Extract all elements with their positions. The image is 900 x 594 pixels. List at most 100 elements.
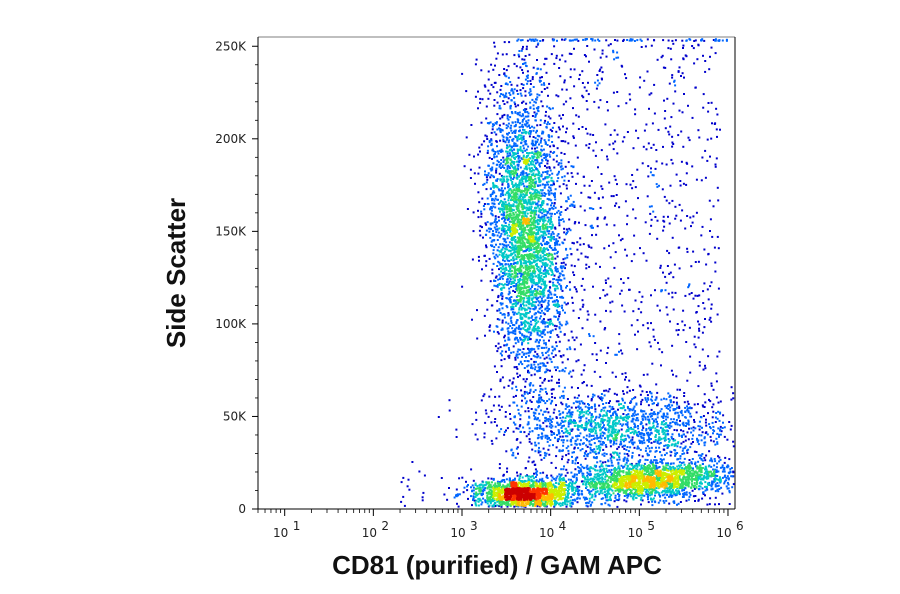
event-dot: [727, 483, 730, 486]
event-dot: [557, 177, 560, 180]
event-dot: [552, 205, 555, 207]
event-dot: [714, 416, 717, 419]
event-dot: [617, 105, 620, 108]
event-dot: [534, 213, 537, 216]
event-dot: [578, 493, 581, 496]
event-dot: [588, 406, 591, 409]
event-dot: [680, 464, 683, 467]
event-dot: [555, 345, 558, 348]
event-dot: [550, 215, 553, 218]
event-dot: [722, 414, 725, 417]
event-dot: [503, 159, 506, 162]
event-dot: [551, 396, 554, 399]
event-dot: [663, 220, 666, 223]
event-dot: [681, 496, 684, 498]
event-dot: [562, 416, 564, 419]
event-dot: [520, 125, 523, 128]
event-dot: [709, 400, 712, 403]
event-dot: [485, 135, 488, 138]
event-dot: [448, 409, 451, 412]
event-dot: [558, 212, 561, 215]
event-dot: [494, 345, 497, 348]
event-dot: [552, 207, 555, 210]
event-dot: [654, 167, 657, 170]
event-dot: [647, 435, 650, 438]
event-dot: [633, 441, 636, 444]
event-dot: [721, 466, 724, 469]
event-dot: [495, 179, 498, 182]
event-dot: [514, 136, 517, 139]
event-dot: [612, 421, 614, 424]
event-dot: [538, 478, 541, 481]
event-dot: [632, 208, 635, 211]
event-dot: [577, 258, 580, 261]
event-dot: [559, 330, 562, 333]
event-dot: [566, 406, 569, 408]
event-dot: [625, 414, 628, 416]
event-dot: [589, 225, 592, 228]
event-dot: [598, 404, 601, 407]
event-dot: [527, 354, 530, 357]
event-dot: [551, 269, 553, 272]
event-dot: [614, 496, 617, 499]
event-dot: [598, 70, 601, 72]
event-dot: [674, 453, 677, 456]
event-dot: [601, 52, 604, 55]
event-dot: [647, 175, 650, 178]
event-dot: [686, 250, 689, 253]
event-dot: [566, 398, 569, 400]
event-dot: [681, 453, 684, 455]
event-dot: [671, 344, 674, 347]
event-dot: [677, 442, 679, 445]
event-dot: [677, 502, 680, 505]
event-dot: [486, 203, 489, 205]
event-dot: [521, 58, 524, 61]
event-dot: [581, 465, 584, 468]
event-dot: [706, 159, 709, 162]
event-dot: [606, 293, 609, 296]
event-dot: [541, 202, 544, 205]
event-dot: [709, 459, 712, 462]
event-dot: [689, 415, 692, 418]
event-dot: [689, 38, 692, 41]
event-dot: [665, 418, 668, 421]
event-dot: [559, 435, 562, 438]
event-dot: [716, 441, 719, 444]
event-dot: [545, 390, 547, 393]
event-dot: [677, 246, 680, 249]
event-dot: [530, 366, 532, 369]
event-dot: [547, 192, 550, 195]
event-dot: [611, 413, 614, 416]
event-dot: [723, 435, 726, 438]
event-dot: [570, 253, 573, 256]
event-dot: [633, 253, 636, 256]
event-dot: [503, 334, 506, 337]
event-dot: [576, 409, 579, 412]
event-dot: [531, 315, 534, 318]
event-dot: [400, 500, 403, 503]
event-dot: [539, 472, 542, 475]
event-dot: [571, 204, 574, 207]
event-dot: [513, 162, 515, 165]
event-dot: [517, 104, 520, 107]
event-dot: [551, 231, 554, 234]
event-dot: [631, 451, 634, 454]
event-dot: [448, 487, 450, 489]
event-dot: [687, 411, 690, 414]
event-dot: [682, 424, 685, 427]
event-dot: [512, 178, 515, 181]
event-dot: [643, 434, 646, 436]
event-dot: [488, 230, 491, 233]
event-dot: [531, 125, 533, 128]
event-dot: [662, 145, 664, 148]
event-dot: [573, 85, 576, 88]
event-dot: [510, 111, 513, 113]
event-dot: [692, 250, 695, 253]
event-dot: [590, 420, 593, 423]
event-dot: [622, 38, 625, 41]
event-dot: [538, 412, 541, 415]
event-dot: [582, 243, 585, 246]
event-dot: [682, 492, 685, 495]
event-dot: [563, 179, 566, 182]
event-dot: [512, 137, 515, 140]
